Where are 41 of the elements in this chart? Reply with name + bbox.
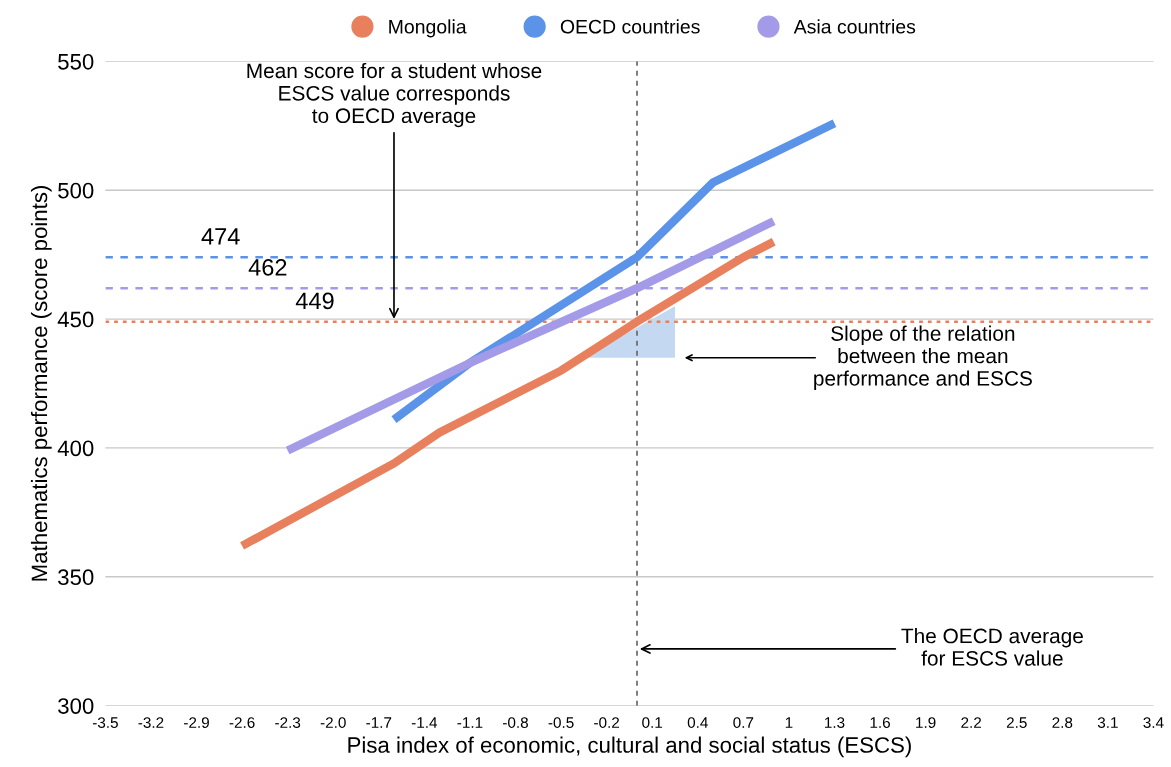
annotation: The OECD average for ESCS value (901, 628, 1083, 666)
x-tick-label: -3.5 (92, 717, 118, 728)
y-tick-label: 500 (58, 182, 94, 199)
legend-label: Mongolia (389, 19, 467, 38)
ref-line-label: 449 (295, 292, 334, 310)
ref-line-label: 462 (248, 259, 287, 276)
y-tick-label: 350 (58, 569, 94, 586)
x-tick-label: -1.4 (411, 717, 438, 728)
x-tick-label: 1.6 (870, 717, 890, 728)
x-tick-label: 2.8 (1052, 717, 1073, 728)
x-tick-label: 1 (785, 717, 793, 728)
x-tick-label: -2.0 (320, 717, 346, 728)
annotation: Slope of the relation between the mean performance and ESCS (814, 325, 1032, 390)
x-tick-label: -2.9 (184, 717, 209, 728)
x-tick-label: 3.4 (1143, 717, 1164, 728)
y-tick-label: 400 (57, 440, 94, 457)
x-tick-label: 1.9 (916, 717, 936, 728)
y-tick-label: 300 (58, 698, 94, 714)
annotation: Mean score for a student whose ESCS value corresponds to OECD average (247, 62, 542, 128)
ref-line-label: 474 (201, 228, 240, 245)
x-tick-label: -0.8 (503, 717, 528, 728)
y-tick-label: 550 (58, 53, 94, 70)
x-tick-label: -1.7 (366, 717, 392, 728)
x-axis-title: Pisa index of economic, cultural and social status (ESCS) (348, 736, 911, 758)
x-tick-label: -0.2 (594, 717, 620, 728)
x-tick-label: 3.1 (1097, 717, 1118, 728)
x-tick-label: -1.1 (457, 717, 483, 728)
x-tick-label: 1.3 (825, 717, 845, 728)
x-tick-label: -2.3 (275, 717, 301, 728)
x-tick-label: 2.5 (1006, 717, 1027, 728)
x-tick-label: -3.2 (138, 717, 164, 728)
legend-label: Asia countries (793, 19, 916, 34)
y-tick-label: 450 (57, 311, 94, 328)
x-tick-label: 2.2 (961, 717, 982, 728)
x-tick-label: 0.7 (733, 717, 754, 728)
legend-label: OECD countries (560, 19, 700, 34)
x-tick-label: -2.6 (229, 717, 255, 728)
y-axis-title: Mathematics performance (score points) (30, 186, 52, 581)
x-tick-label: 0.4 (687, 717, 708, 728)
x-tick-label: -0.5 (548, 717, 574, 728)
x-tick-label: 0.1 (642, 717, 663, 728)
